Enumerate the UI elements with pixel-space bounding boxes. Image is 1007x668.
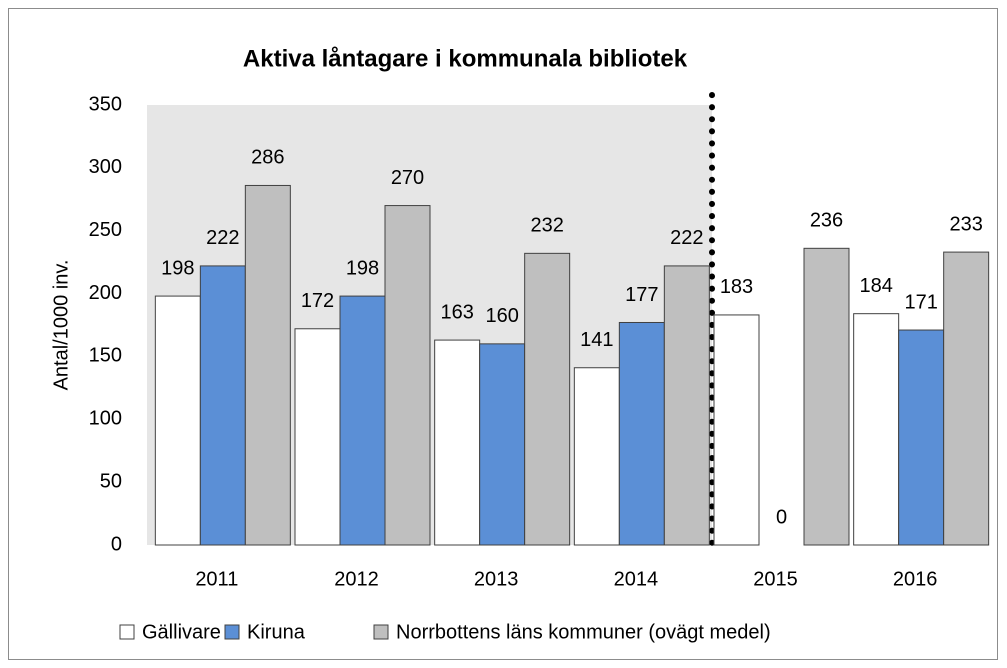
bar xyxy=(943,251,990,546)
y-axis-label: Antal/1000 inv. xyxy=(50,260,72,391)
x-tick-label: 2015 xyxy=(753,568,798,590)
data-label: 171 xyxy=(904,291,937,313)
bar xyxy=(154,295,201,546)
legend-swatch xyxy=(119,624,135,640)
data-label: 236 xyxy=(810,210,843,232)
legend-swatch xyxy=(224,624,240,640)
y-tick-label: 250 xyxy=(89,219,122,241)
data-label: 198 xyxy=(346,257,379,279)
bar xyxy=(244,184,291,546)
data-label: 141 xyxy=(580,329,613,351)
legend-label: Gällivare xyxy=(142,621,221,643)
data-label: 222 xyxy=(670,227,703,249)
y-tick-label: 150 xyxy=(89,345,122,367)
y-tick-label: 300 xyxy=(89,156,122,178)
data-label: 286 xyxy=(251,147,284,169)
data-label: 198 xyxy=(161,257,194,279)
bar xyxy=(524,252,571,546)
x-tick-label: 2012 xyxy=(334,568,379,590)
y-tick-label: 100 xyxy=(89,408,122,430)
data-label: 160 xyxy=(485,305,518,327)
x-tick-label: 2013 xyxy=(474,568,519,590)
data-label: 163 xyxy=(440,301,473,323)
y-tick-label: 50 xyxy=(100,470,122,492)
bar xyxy=(853,313,900,546)
bar xyxy=(199,265,246,546)
legend-label: Kiruna xyxy=(247,621,306,643)
data-label: 184 xyxy=(859,275,892,297)
data-label: 233 xyxy=(949,213,982,235)
bar xyxy=(573,367,620,546)
bar xyxy=(294,328,341,546)
bar xyxy=(898,329,945,546)
bar xyxy=(803,247,850,546)
x-tick-label: 2014 xyxy=(614,568,659,590)
x-tick-label: 2016 xyxy=(893,568,938,590)
bar xyxy=(618,321,665,546)
bar xyxy=(434,339,481,546)
data-label: 222 xyxy=(206,227,239,249)
data-label: 177 xyxy=(625,284,658,306)
y-tick-label: 0 xyxy=(111,533,122,555)
bar xyxy=(663,265,710,546)
data-label: 0 xyxy=(776,506,787,528)
bar xyxy=(339,295,386,546)
bar xyxy=(713,314,760,546)
legend-label: Norrbottens läns kommuner (ovägt medel) xyxy=(396,621,771,643)
data-label: 172 xyxy=(301,290,334,312)
data-label: 270 xyxy=(391,167,424,189)
data-label: 183 xyxy=(720,276,753,298)
data-label: 232 xyxy=(530,215,563,237)
y-tick-label: 350 xyxy=(89,93,122,115)
y-tick-label: 200 xyxy=(89,282,122,304)
x-tick-label: 2011 xyxy=(195,568,238,590)
bar xyxy=(384,205,431,546)
bar xyxy=(479,343,526,546)
legend-swatch xyxy=(373,624,389,640)
chart-title: Aktiva låntagare i kommunala bibliotek xyxy=(243,45,688,72)
